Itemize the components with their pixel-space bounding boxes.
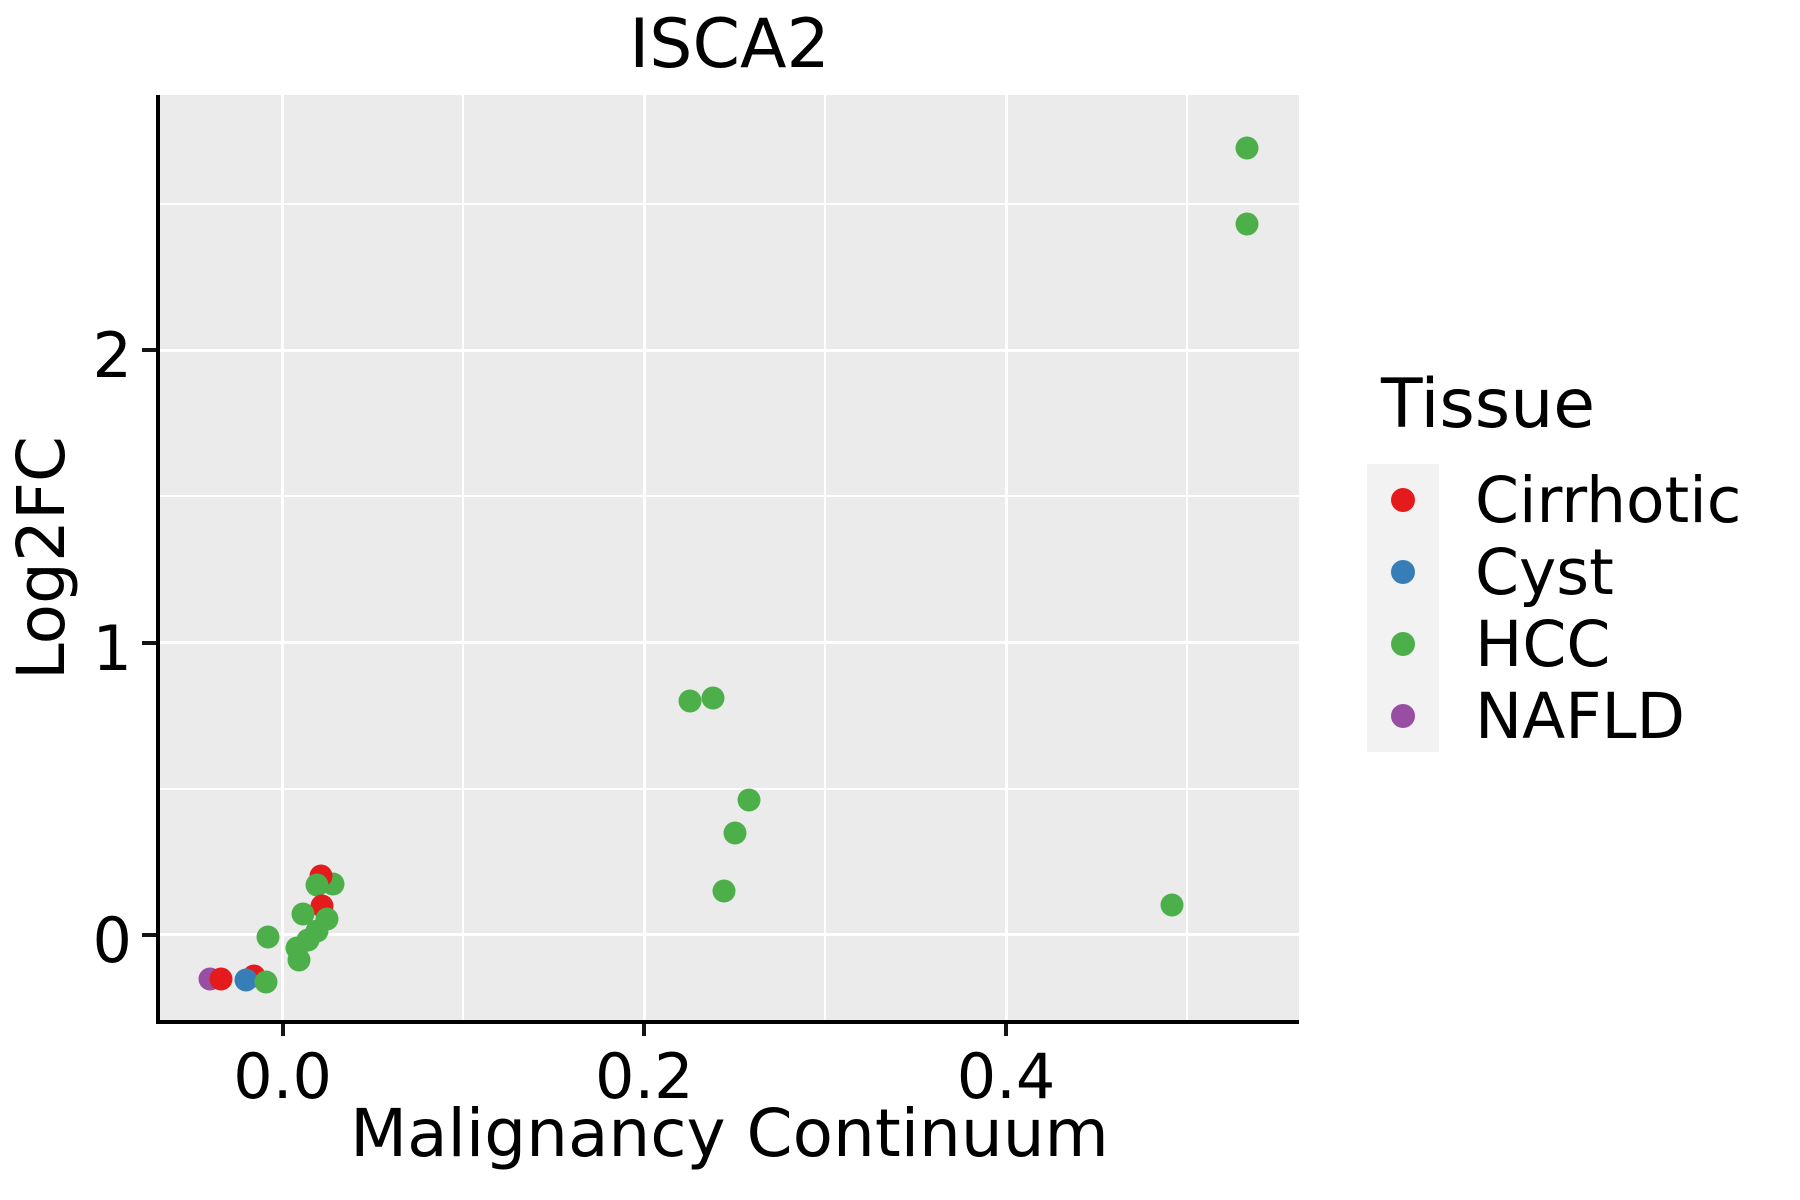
legend-entry-nafld: NAFLD bbox=[1367, 679, 1741, 753]
y-tick-mark bbox=[142, 348, 156, 352]
legend-title: Tissue bbox=[1381, 365, 1596, 444]
data-point-hcc bbox=[254, 970, 278, 994]
x-tick-mark bbox=[1004, 1024, 1009, 1036]
y-axis-title-wrap: Log2FC bbox=[0, 95, 84, 1020]
y-major-gridline bbox=[160, 348, 1299, 352]
plot-panel bbox=[160, 95, 1299, 1020]
legend-entry-hcc: HCC bbox=[1367, 607, 1741, 681]
plot-title: ISCA2 bbox=[629, 5, 830, 84]
y-tick-mark bbox=[142, 932, 156, 937]
data-point-hcc bbox=[256, 925, 280, 949]
legend-key-box bbox=[1367, 464, 1439, 537]
legend-entry-cirrhotic: Cirrhotic bbox=[1367, 463, 1742, 537]
x-minor-gridline bbox=[824, 95, 827, 1020]
data-point-hcc bbox=[1235, 212, 1259, 236]
data-point-hcc bbox=[291, 902, 314, 926]
legend-key-box bbox=[1367, 536, 1439, 609]
y-tick-label-2: 2 bbox=[92, 319, 132, 392]
y-major-gridline bbox=[160, 933, 1299, 937]
data-point-hcc bbox=[701, 686, 725, 710]
data-point-hcc bbox=[1235, 136, 1259, 160]
x-tick-label-0.2: 0.2 bbox=[595, 1040, 694, 1113]
legend-entry-label: Cirrhotic bbox=[1475, 463, 1742, 537]
y-major-gridline bbox=[160, 641, 1299, 644]
x-axis-line bbox=[156, 1020, 1299, 1024]
data-point-hcc bbox=[737, 788, 761, 812]
y-minor-gridline bbox=[160, 495, 1299, 498]
legend-entry-label: Cyst bbox=[1475, 535, 1614, 609]
legend-entry-cyst: Cyst bbox=[1367, 535, 1741, 609]
y-minor-gridline bbox=[160, 202, 1299, 205]
legend-dot-hcc bbox=[1391, 632, 1415, 657]
x-tick-mark bbox=[642, 1024, 647, 1036]
legend-key-box bbox=[1367, 608, 1439, 681]
y-tick-mark bbox=[142, 640, 156, 645]
y-axis-title: Log2FC bbox=[2, 435, 80, 680]
x-tick-label-0.0: 0.0 bbox=[233, 1040, 332, 1113]
data-point-hcc bbox=[305, 873, 329, 897]
legend: Tissue Cirrhotic Cyst HCC NAFLD bbox=[1367, 365, 1742, 753]
data-point-hcc bbox=[287, 948, 311, 972]
legend-entry-label: NAFLD bbox=[1475, 679, 1686, 753]
legend-dot-cirrhotic bbox=[1391, 488, 1415, 513]
x-tick-label-0.4: 0.4 bbox=[956, 1040, 1056, 1113]
x-major-gridline bbox=[1004, 95, 1008, 1020]
y-axis-line bbox=[156, 95, 160, 1024]
x-tick-mark bbox=[280, 1024, 285, 1036]
data-point-hcc bbox=[723, 821, 747, 845]
y-tick-label-1: 1 bbox=[92, 611, 132, 685]
x-minor-gridline bbox=[462, 95, 465, 1020]
data-point-hcc bbox=[1160, 893, 1184, 917]
data-point-cirrhotic bbox=[209, 967, 233, 991]
x-axis-title: Malignancy Continuum bbox=[350, 1095, 1109, 1172]
legend-entry-label: HCC bbox=[1475, 607, 1611, 681]
x-major-gridline bbox=[281, 95, 285, 1020]
legend-dot-cyst bbox=[1391, 560, 1415, 585]
legend-dot-nafld bbox=[1391, 704, 1415, 729]
y-minor-gridline bbox=[160, 787, 1299, 790]
data-point-hcc bbox=[712, 879, 736, 903]
legend-keys: Cirrhotic Cyst HCC NAFLD bbox=[1367, 463, 1742, 753]
x-minor-gridline bbox=[1185, 95, 1188, 1020]
data-point-hcc bbox=[678, 689, 702, 713]
data-point-cyst bbox=[234, 968, 258, 992]
x-major-gridline bbox=[642, 95, 646, 1020]
y-tick-label-0: 0 bbox=[92, 903, 132, 977]
legend-key-box bbox=[1367, 680, 1439, 753]
